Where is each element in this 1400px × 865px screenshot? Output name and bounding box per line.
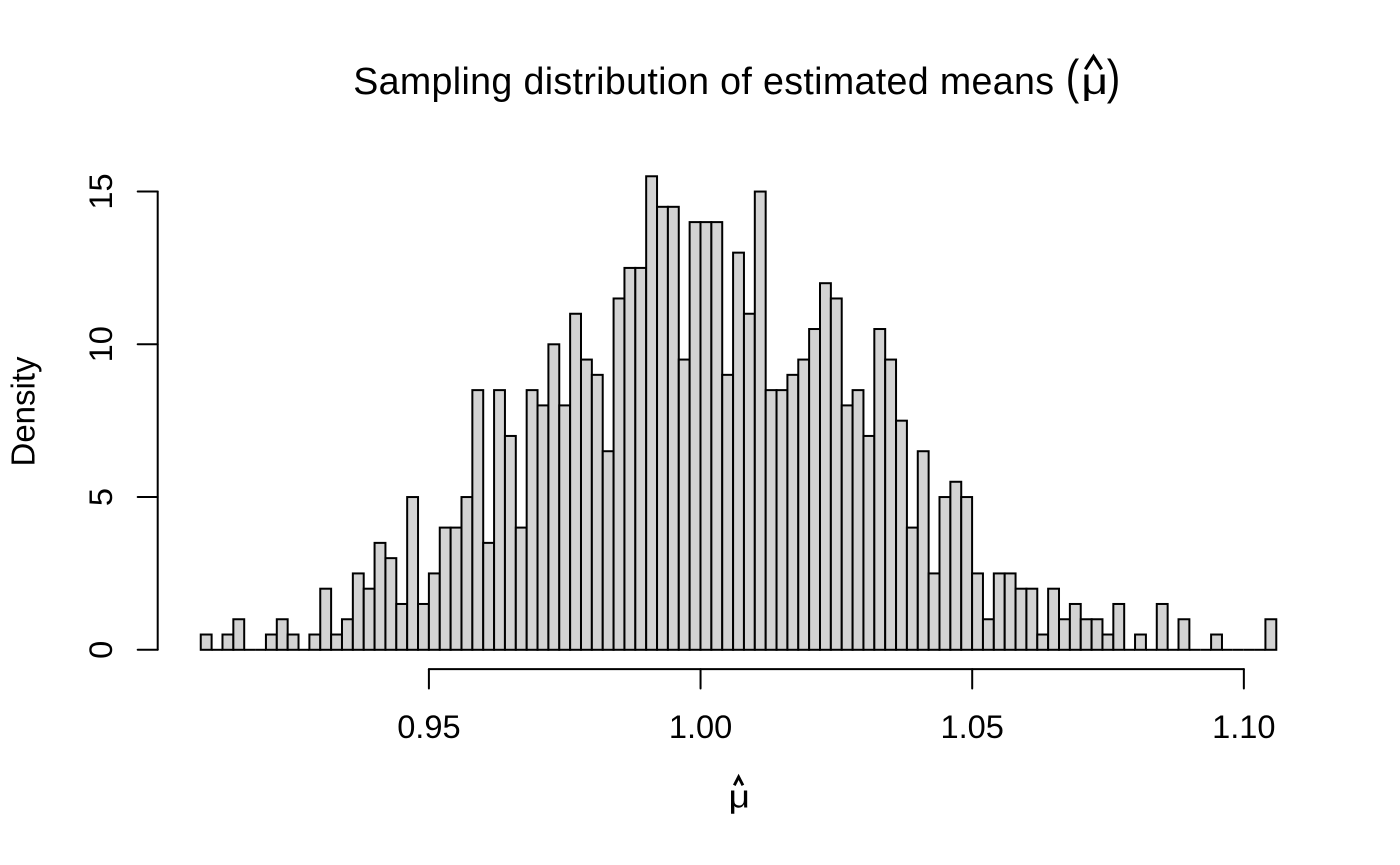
svg-text:5: 5 <box>82 488 119 506</box>
svg-text:μ: μ <box>729 779 751 815</box>
svg-text:Density: Density <box>5 356 42 467</box>
svg-text:Sampling distribution of estim: Sampling distribution of estimated means <box>353 60 1054 102</box>
svg-text:0: 0 <box>82 641 119 659</box>
svg-text:): ) <box>1107 51 1121 104</box>
svg-text:15: 15 <box>82 173 119 209</box>
svg-text:10: 10 <box>82 326 119 362</box>
svg-text:1.10: 1.10 <box>1212 708 1275 745</box>
svg-text:(: ( <box>1066 51 1080 104</box>
svg-text:0.95: 0.95 <box>397 708 460 745</box>
svg-text:1.00: 1.00 <box>669 708 732 745</box>
svg-text:1.05: 1.05 <box>940 708 1003 745</box>
